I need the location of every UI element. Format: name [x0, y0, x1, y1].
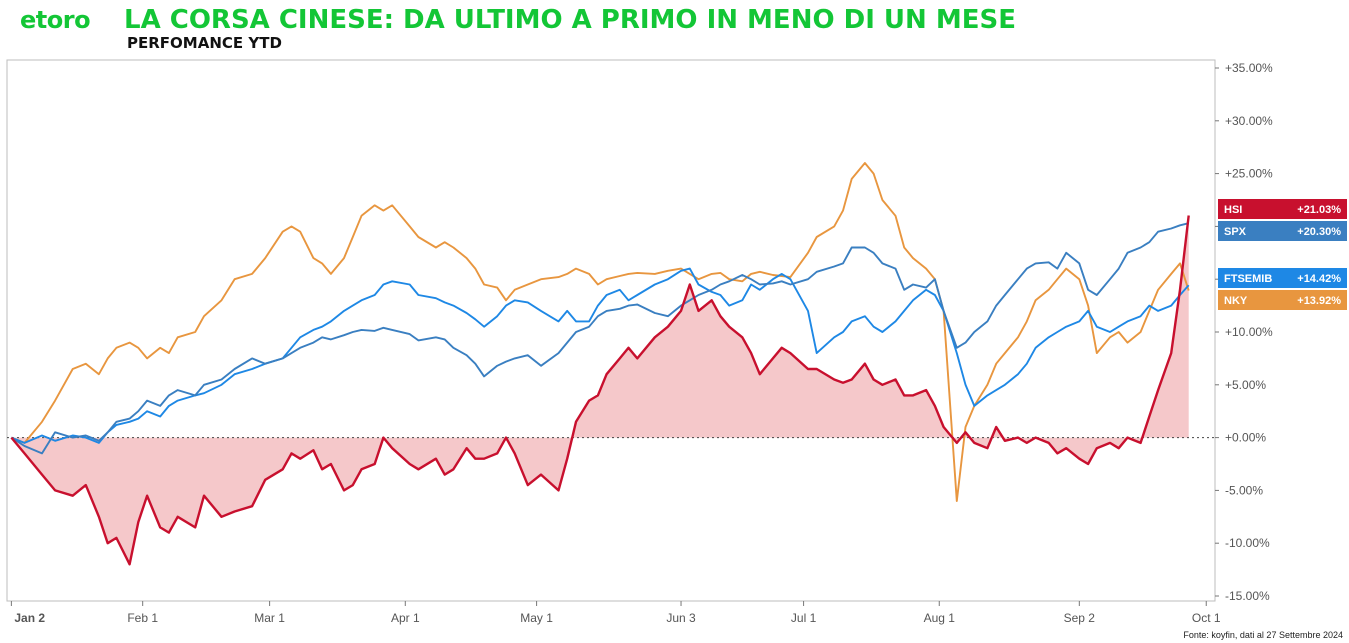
etoro-logo: etoro	[20, 6, 91, 34]
y-tick-label: +0.00%	[1225, 431, 1266, 445]
x-tick-label: Feb 1	[127, 611, 158, 625]
tag-spx: SPX +20.30%	[1218, 221, 1347, 241]
tag-name: NKY	[1224, 295, 1248, 307]
tag-background	[1218, 221, 1347, 241]
series-line-spx	[10, 222, 1189, 455]
x-tick-label: Jul 1	[791, 611, 817, 625]
tag-background	[1218, 290, 1347, 310]
y-axis: +35.00%+30.00%+25.00%+20.00%+15.00%+10.0…	[1215, 61, 1273, 603]
x-tick-label: Aug 1	[924, 611, 956, 625]
tag-name: FTSEMIB	[1224, 273, 1272, 285]
x-tick-label: May 1	[520, 611, 553, 625]
x-axis: Jan 2 Feb 1 Mar 1 Apr 1 May 1 Jun 3 Jul 1 Aug 1…	[10, 601, 1221, 625]
area-layer	[11, 215, 1189, 565]
series-line-ftsemib	[11, 267, 1190, 444]
tag-background	[1218, 268, 1347, 288]
y-tick-label: +25.00%	[1225, 167, 1273, 181]
tag-name: SPX	[1224, 226, 1247, 238]
y-tick-label: +35.00%	[1225, 61, 1273, 75]
chart-subtitle: PERFOMANCE YTD	[127, 34, 282, 52]
x-tick-label: Sep 2	[1064, 611, 1096, 625]
series-layer	[10, 162, 1190, 566]
plot-frame	[6, 59, 1216, 602]
chart-title: LA CORSA CINESE: DA ULTIMO A PRIMO IN ME…	[124, 5, 1016, 35]
series-line-nky	[11, 162, 1190, 502]
y-tick-label: -10.00%	[1225, 536, 1270, 550]
tag-value: +14.42%	[1297, 273, 1341, 285]
series-line-hsi	[10, 215, 1190, 566]
tag-value: +21.03%	[1297, 204, 1341, 216]
x-tick-label: Jun 3	[666, 611, 696, 625]
tag-value: +13.92%	[1297, 295, 1341, 307]
tag-value: +20.30%	[1297, 226, 1341, 238]
y-tick-label: +5.00%	[1225, 378, 1266, 392]
y-tick-label: +30.00%	[1225, 114, 1273, 128]
y-tick-label: +10.00%	[1225, 325, 1273, 339]
tag-nky: NKY +13.92%	[1218, 290, 1347, 310]
x-tick-label: Jan 2	[14, 611, 45, 625]
tag-ftsemib: FTSEMIB +14.42%	[1218, 268, 1347, 288]
tag-hsi: HSI +21.03%	[1218, 199, 1347, 219]
tag-name: HSI	[1224, 204, 1242, 216]
x-tick-label: Oct 1	[1192, 611, 1221, 625]
tag-background	[1218, 199, 1347, 219]
source-note: Fonte: koyfin, dati al 27 Settembre 2024	[1183, 630, 1343, 640]
x-tick-label: Mar 1	[254, 611, 285, 625]
hsi-area	[11, 215, 1189, 565]
last-value-tags: HSI +21.03% SPX +20.30% FTSEMIB +14.42% NKY +13…	[1218, 199, 1347, 310]
y-tick-label: -5.00%	[1225, 483, 1263, 497]
y-tick-label: -15.00%	[1225, 589, 1270, 603]
x-tick-label: Apr 1	[391, 611, 420, 625]
